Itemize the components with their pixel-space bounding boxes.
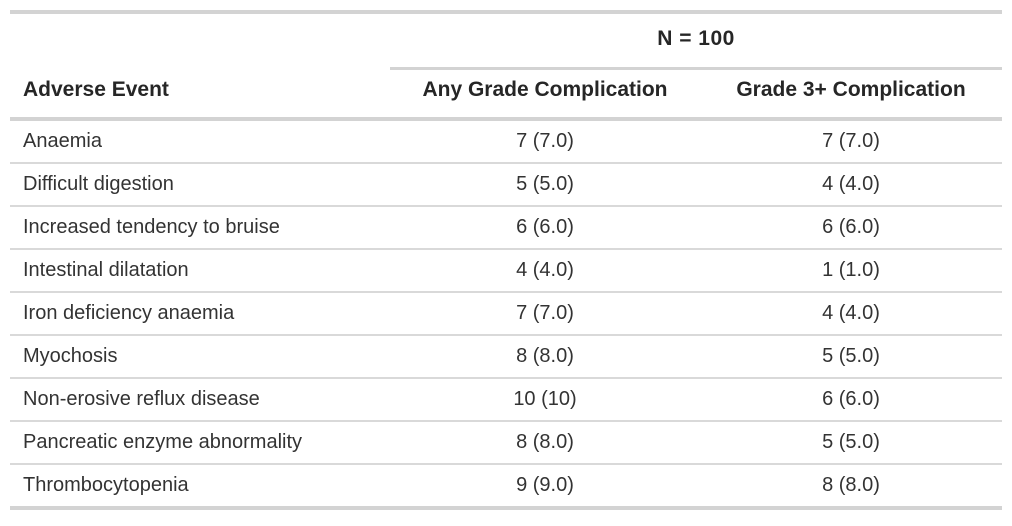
adverse-event-cell: Increased tendency to bruise	[10, 206, 390, 250]
column-header-row: Adverse Event Any Grade Complication Gra…	[10, 68, 1003, 121]
any-grade-value-cell: 6 (6.0)	[390, 206, 700, 250]
adverse-event-cell: Anaemia	[10, 119, 390, 164]
adverse-event-cell: Thrombocytopenia	[23, 474, 189, 496]
spanner-label: N = 100	[390, 12, 1003, 70]
spanner-row: N = 100	[10, 12, 1003, 70]
table-row: Iron deficiency anaemia 7 (7.0) 4 (4.0)	[10, 292, 1003, 336]
table-body: Anaemia 7 (7.0) 7 (7.0) Difficult digestion…	[10, 119, 1003, 508]
grade3-value-cell: 7 (7.0)	[700, 119, 1003, 164]
column-header-adverse-event: Adverse Event	[10, 68, 390, 121]
adverse-event-cell: Difficult digestion	[10, 163, 390, 207]
any-grade-value-cell: 8 (8.0)	[390, 335, 700, 379]
any-grade-value-cell: 4 (4.0)	[390, 249, 700, 293]
adverse-events-table: N = 100 Adverse Event Any Grade Complica…	[10, 10, 1003, 510]
adverse-event-cell: Intestinal dilatation	[10, 249, 390, 293]
any-grade-value-cell: 10 (10)	[390, 378, 700, 422]
any-grade-value-cell: 5 (5.0)	[390, 163, 700, 207]
grade3-value-cell: 6 (6.0)	[700, 378, 1003, 422]
grade3-value-cell: 8 (8.0)	[822, 474, 880, 496]
table-row: Pancreatic enzyme abnormality 8 (8.0) 5 (5…	[10, 421, 1003, 465]
table-row: Intestinal dilatation 4 (4.0) 1 (1.0)	[10, 249, 1003, 293]
column-header-any-grade-complication: Any Grade Complication	[390, 68, 700, 121]
grade3-value-cell: 4 (4.0)	[700, 163, 1003, 207]
any-grade-value-cell: 9 (9.0)	[516, 474, 574, 496]
table-row: Myochosis 8 (8.0) 5 (5.0)	[10, 335, 1003, 379]
table-row: Non-erosive reflux disease 10 (10) 6 (6.0)	[10, 378, 1003, 422]
grade3-value-cell: 1 (1.0)	[700, 249, 1003, 293]
any-grade-value-cell: 7 (7.0)	[390, 119, 700, 164]
any-grade-value-cell: 8 (8.0)	[390, 421, 700, 465]
table-row: Difficult digestion 5 (5.0) 4 (4.0)	[10, 163, 1003, 207]
table-header: N = 100 Adverse Event Any Grade Complica…	[10, 12, 1003, 121]
adverse-event-cell: Iron deficiency anaemia	[10, 292, 390, 336]
any-grade-value-cell: 7 (7.0)	[390, 292, 700, 336]
table-row: Anaemia 7 (7.0) 7 (7.0)	[10, 119, 1003, 164]
grade3-value-cell: 5 (5.0)	[700, 421, 1003, 465]
grade3-value-cell: 4 (4.0)	[700, 292, 1003, 336]
grade3-value-cell: 5 (5.0)	[700, 335, 1003, 379]
grade3-value-cell: 6 (6.0)	[700, 206, 1003, 250]
adverse-event-cell: Non-erosive reflux disease	[10, 378, 390, 422]
column-header-grade-3-plus-complication: Grade 3+ Complication	[700, 68, 1003, 121]
adverse-event-cell: Pancreatic enzyme abnormality	[10, 421, 390, 465]
table-row: Increased tendency to bruise 6 (6.0) 6 (6.…	[10, 206, 1003, 250]
adverse-event-cell: Myochosis	[10, 335, 390, 379]
table-row: Thrombocytopenia 9 (9.0) 8 (8.0)	[10, 464, 1002, 508]
spanner-spacer-cell	[10, 12, 390, 69]
